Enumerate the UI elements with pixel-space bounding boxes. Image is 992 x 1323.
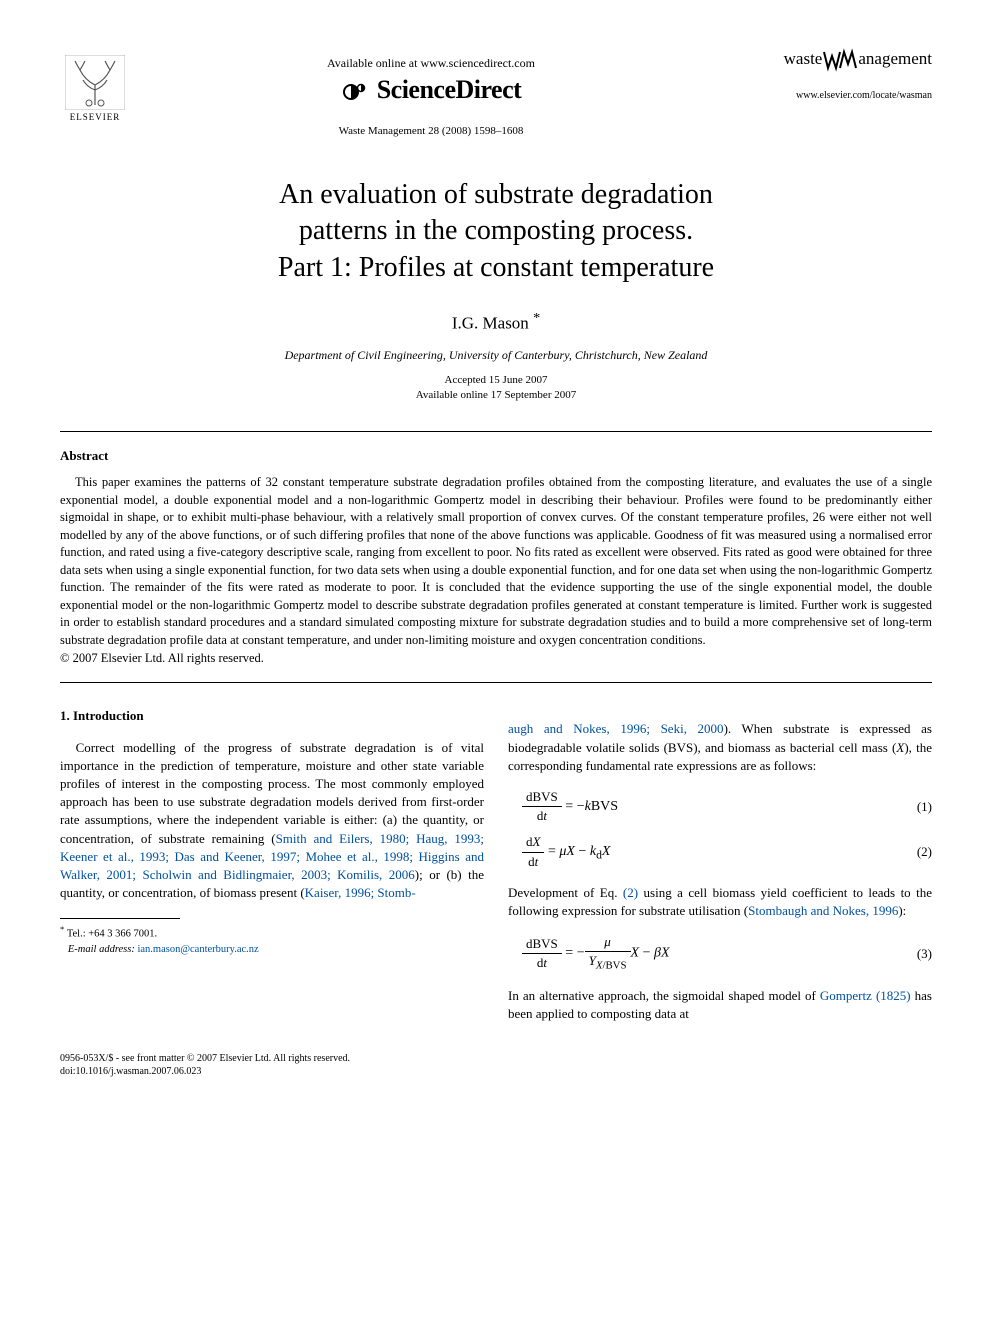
- development-para: Development of Eq. (2) using a cell biom…: [508, 884, 932, 920]
- wm-logo-icon: [822, 48, 858, 72]
- rule-below-abstract: [60, 682, 932, 683]
- dev-text-a: Development of Eq.: [508, 885, 623, 900]
- online-date: Available online 17 September 2007: [416, 389, 576, 401]
- journal-url: www.elsevier.com/locate/wasman: [732, 90, 932, 101]
- eq-ref-link[interactable]: (2): [623, 885, 638, 900]
- section-1-heading: 1. Introduction: [60, 707, 484, 725]
- equation-2-number: (2): [917, 843, 932, 861]
- journal-reference: Waste Management 28 (2008) 1598–1608: [130, 125, 732, 137]
- abstract-text: This paper examines the patterns of 32 c…: [60, 474, 932, 649]
- author-name: I.G. Mason: [452, 314, 529, 333]
- dates-block: Accepted 15 June 2007 Available online 1…: [60, 373, 932, 404]
- citation-link-stombaugh[interactable]: Stombaugh and Nokes, 1996: [748, 903, 898, 918]
- tel-value: +64 3 366 7001.: [88, 929, 157, 940]
- author-block: I.G. Mason *: [60, 310, 932, 334]
- footer-line-2: doi:10.1016/j.wasman.2007.06.023: [60, 1066, 201, 1077]
- email-label: E-mail address:: [68, 944, 135, 955]
- right-col-para-1: augh and Nokes, 1996; Seki, 2000). When …: [508, 720, 932, 775]
- equation-2-body: dXdt = μX − kdX: [508, 833, 917, 870]
- footnote-rule: [60, 918, 180, 919]
- footer-line-1: 0956-053X/$ - see front matter © 2007 El…: [60, 1053, 350, 1064]
- footer-block: 0956-053X/$ - see front matter © 2007 El…: [60, 1052, 932, 1078]
- abstract-heading: Abstract: [60, 448, 932, 464]
- header-row: ELSEVIER Available online at www.science…: [60, 48, 932, 137]
- sciencedirect-brand: ScienceDirect: [130, 75, 732, 111]
- equation-3: dBVSdt = −μYX/BVSX − βX (3): [508, 933, 932, 974]
- journal-name: waste anagement: [732, 48, 932, 72]
- alternative-para: In an alternative approach, the sigmoida…: [508, 987, 932, 1023]
- citation-link-b[interactable]: Kaiser, 1996; Stomb-: [305, 885, 416, 900]
- dev-text-c: ):: [898, 903, 906, 918]
- equation-1: dBVSdt = −kBVS (1): [508, 788, 932, 825]
- left-column: 1. Introduction Correct modelling of the…: [60, 707, 484, 1036]
- abstract-copyright: © 2007 Elsevier Ltd. All rights reserved…: [60, 651, 932, 666]
- accepted-date: Accepted 15 June 2007: [445, 374, 548, 386]
- equation-1-body: dBVSdt = −kBVS: [508, 788, 917, 825]
- journal-name-part-a: waste: [784, 49, 823, 68]
- right-column: augh and Nokes, 1996; Seki, 2000). When …: [508, 707, 932, 1036]
- journal-logo-block: waste anagement www.elsevier.com/locate/…: [732, 48, 932, 101]
- elsevier-tree-icon: [65, 55, 125, 110]
- footnote-block: * Tel.: +64 3 366 7001. E-mail address: …: [60, 923, 484, 957]
- body-columns: 1. Introduction Correct modelling of the…: [60, 707, 932, 1036]
- sciencedirect-icon: [341, 78, 369, 111]
- intro-paragraph: Correct modelling of the progress of sub…: [60, 739, 484, 903]
- author-footnote-marker: *: [533, 310, 540, 326]
- equation-3-body: dBVSdt = −μYX/BVSX − βX: [508, 933, 917, 974]
- citation-link-gompertz[interactable]: Gompertz (1825): [820, 988, 911, 1003]
- equation-1-number: (1): [917, 798, 932, 816]
- publisher-name: ELSEVIER: [70, 112, 121, 122]
- equation-2: dXdt = μX − kdX (2): [508, 833, 932, 870]
- article-title: An evaluation of substrate degradation p…: [60, 177, 932, 286]
- elsevier-logo: ELSEVIER: [60, 48, 130, 128]
- affiliation: Department of Civil Engineering, Univers…: [60, 348, 932, 363]
- rule-above-abstract: [60, 431, 932, 432]
- available-online-text: Available online at www.sciencedirect.co…: [130, 56, 732, 71]
- sciencedirect-text: ScienceDirect: [377, 75, 522, 104]
- email-link[interactable]: ian.mason@canterbury.ac.nz: [137, 944, 258, 955]
- citation-link-cont[interactable]: augh and Nokes, 1996; Seki, 2000: [508, 721, 724, 736]
- equation-3-number: (3): [917, 945, 932, 963]
- title-line-3: Part 1: Profiles at constant temperature: [278, 252, 714, 283]
- tel-label: Tel.:: [67, 929, 88, 940]
- center-header: Available online at www.sciencedirect.co…: [130, 48, 732, 137]
- journal-name-part-b: anagement: [858, 49, 932, 68]
- title-line-1: An evaluation of substrate degradation: [279, 179, 713, 210]
- footnote-marker: *: [60, 924, 64, 934]
- page: ELSEVIER Available online at www.science…: [0, 0, 992, 1118]
- alt-text-a: In an alternative approach, the sigmoida…: [508, 988, 820, 1003]
- title-line-2: patterns in the composting process.: [299, 215, 693, 246]
